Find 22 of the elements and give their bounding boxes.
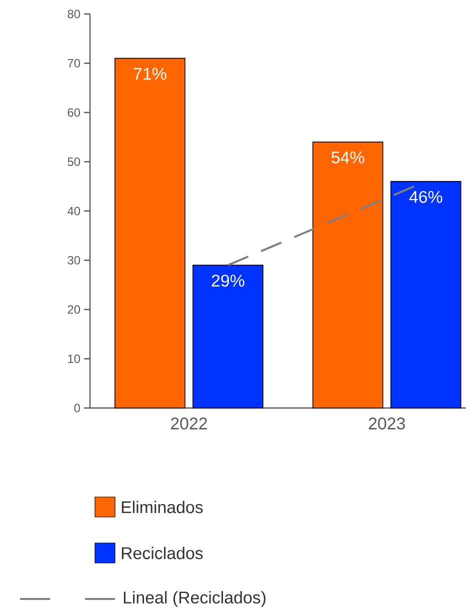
y-tick-label: 10	[68, 354, 80, 363]
y-tick-label: 70	[68, 59, 80, 68]
x-tick-label: 2023	[368, 417, 405, 430]
y-tick-label: 30	[68, 256, 80, 264]
legend-label: Lineal (Reciclados)	[124, 591, 266, 607]
bar	[390, 181, 462, 408]
x-tick-label: 2022	[170, 417, 207, 430]
data-label: 46%	[409, 190, 442, 203]
bar	[114, 58, 186, 408]
y-tick-label: 20	[68, 305, 80, 314]
y-tick-label: 50	[68, 158, 80, 166]
y-tick-label: 80	[68, 10, 80, 18]
data-label: 29%	[212, 274, 244, 287]
bar	[192, 264, 264, 408]
legend-label: Eliminados	[122, 500, 203, 514]
data-label: 71%	[134, 68, 166, 80]
y-tick-label: 0	[74, 404, 80, 412]
bar	[312, 142, 384, 408]
data-label: 54%	[332, 152, 364, 164]
y-tick-label: 60	[68, 108, 80, 117]
y-tick-label: 40	[67, 206, 80, 216]
legend-label: Reciclados	[122, 546, 203, 560]
